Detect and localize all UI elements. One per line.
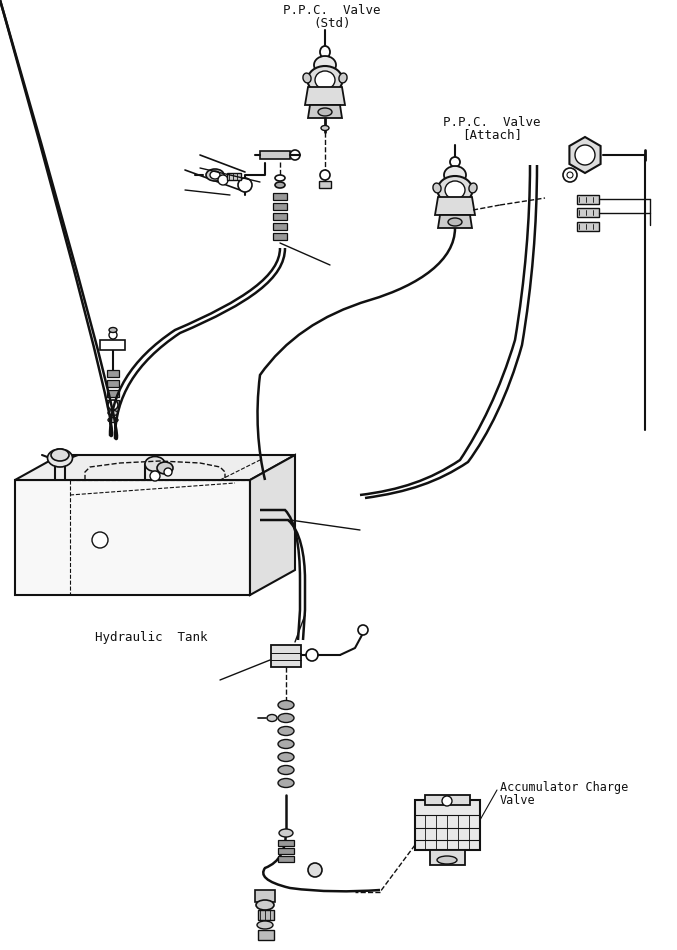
Ellipse shape	[448, 218, 462, 226]
Ellipse shape	[108, 417, 118, 423]
Bar	[107, 370, 119, 377]
Circle shape	[442, 796, 452, 806]
Circle shape	[306, 649, 318, 661]
Bar	[577, 195, 599, 204]
Ellipse shape	[307, 66, 343, 94]
Ellipse shape	[256, 900, 274, 910]
Ellipse shape	[433, 183, 441, 193]
Ellipse shape	[267, 714, 277, 721]
Ellipse shape	[278, 713, 294, 723]
Circle shape	[108, 400, 118, 410]
Text: [Attach]: [Attach]	[462, 128, 522, 142]
Bar	[278, 848, 294, 854]
Ellipse shape	[278, 700, 294, 710]
Polygon shape	[250, 455, 295, 595]
Ellipse shape	[444, 166, 466, 184]
Bar	[107, 390, 119, 397]
Bar	[260, 151, 290, 159]
Bar	[273, 193, 287, 200]
Bar	[273, 203, 287, 210]
Ellipse shape	[108, 410, 118, 415]
Bar	[319, 181, 331, 188]
Ellipse shape	[469, 183, 477, 193]
Ellipse shape	[275, 175, 285, 181]
Circle shape	[218, 175, 228, 185]
Ellipse shape	[278, 778, 294, 788]
Ellipse shape	[314, 56, 336, 74]
Circle shape	[109, 331, 117, 339]
Circle shape	[575, 145, 595, 165]
Text: Hydraulic  Tank: Hydraulic Tank	[95, 632, 207, 644]
Circle shape	[320, 170, 330, 180]
Ellipse shape	[145, 457, 165, 471]
Circle shape	[358, 625, 368, 635]
Ellipse shape	[206, 169, 224, 181]
Ellipse shape	[315, 71, 335, 89]
Bar	[258, 910, 274, 920]
Bar	[271, 645, 301, 667]
Bar	[258, 930, 274, 940]
Ellipse shape	[279, 829, 293, 837]
Bar	[255, 890, 275, 902]
Ellipse shape	[437, 176, 473, 204]
Text: P.P.C.  Valve: P.P.C. Valve	[283, 5, 380, 17]
Bar	[577, 208, 599, 217]
Circle shape	[164, 468, 172, 476]
Text: P.P.C.  Valve: P.P.C. Valve	[443, 117, 541, 129]
Circle shape	[150, 471, 160, 481]
Bar	[430, 850, 465, 865]
Ellipse shape	[278, 752, 294, 762]
Ellipse shape	[278, 739, 294, 749]
Polygon shape	[305, 87, 345, 105]
Bar	[278, 856, 294, 862]
Polygon shape	[569, 137, 600, 173]
Ellipse shape	[278, 727, 294, 735]
Ellipse shape	[437, 856, 457, 864]
Text: Valve: Valve	[500, 793, 536, 807]
Ellipse shape	[278, 766, 294, 774]
Circle shape	[290, 150, 300, 160]
Ellipse shape	[210, 171, 220, 179]
Bar	[100, 340, 125, 350]
Text: (Std): (Std)	[313, 16, 351, 29]
Bar	[107, 400, 119, 407]
Polygon shape	[15, 480, 250, 595]
Circle shape	[563, 168, 577, 182]
Ellipse shape	[303, 73, 311, 83]
Bar	[415, 800, 480, 850]
Ellipse shape	[257, 921, 273, 929]
Bar	[425, 795, 470, 805]
Bar	[107, 380, 119, 387]
Bar	[273, 233, 287, 240]
Ellipse shape	[450, 157, 460, 167]
Circle shape	[567, 172, 573, 178]
Circle shape	[238, 178, 252, 192]
Ellipse shape	[339, 73, 347, 83]
Polygon shape	[308, 105, 342, 118]
Polygon shape	[438, 215, 472, 228]
Ellipse shape	[157, 462, 173, 474]
Circle shape	[308, 863, 322, 877]
Ellipse shape	[445, 181, 465, 199]
Ellipse shape	[109, 328, 117, 332]
Bar	[227, 173, 241, 180]
Ellipse shape	[320, 46, 330, 58]
Ellipse shape	[321, 125, 329, 130]
Bar	[577, 222, 599, 231]
Bar	[273, 223, 287, 230]
Circle shape	[92, 532, 108, 548]
Text: Accumulator Charge: Accumulator Charge	[500, 781, 628, 793]
Bar	[278, 840, 294, 846]
Polygon shape	[15, 455, 295, 480]
Ellipse shape	[275, 182, 285, 188]
Ellipse shape	[51, 449, 69, 461]
Bar	[273, 213, 287, 220]
Ellipse shape	[318, 108, 332, 116]
Ellipse shape	[47, 449, 72, 467]
Polygon shape	[435, 197, 475, 215]
